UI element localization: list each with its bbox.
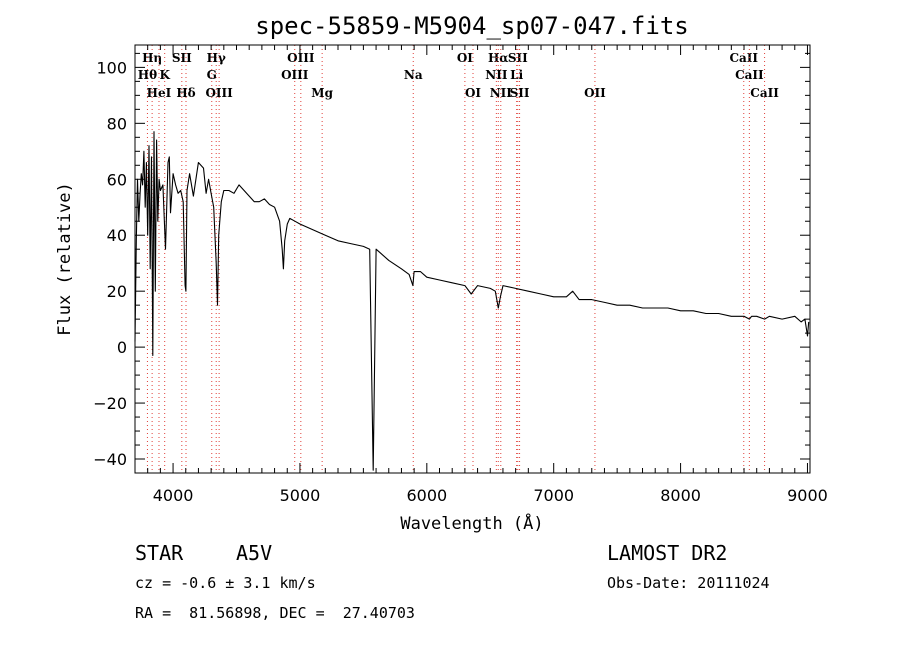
spectral-line-label: OI xyxy=(465,86,481,100)
y-tick-label: 60 xyxy=(107,170,127,189)
y-tick-label: 100 xyxy=(96,58,127,77)
spectral-line-label: Hθ xyxy=(138,68,157,82)
x-tick-label: 5000 xyxy=(280,486,321,505)
axes-group: 4000 5000 6000 7000 8000 9000 −40 −20 0 20 40 60 80 1… xyxy=(93,44,828,505)
spectral-line-label: Hγ xyxy=(207,51,226,65)
spectral-line-label: CaII xyxy=(750,86,779,100)
spectrum-trace xyxy=(134,131,810,471)
spectral-line-label: Hδ xyxy=(176,86,195,100)
x-tick-label: 8000 xyxy=(660,486,701,505)
x-tick-label: 7000 xyxy=(533,486,574,505)
spectral-line-label: SII xyxy=(510,86,530,100)
spectral-line-label: SII xyxy=(508,51,528,65)
spectral-line-label: Hα xyxy=(488,51,509,65)
spectral-line-label: Na xyxy=(404,68,423,82)
y-axis-label: Flux (relative) xyxy=(55,182,75,336)
spectral-line-label: CaII xyxy=(729,51,758,65)
spectral-line-label: OIII xyxy=(287,51,315,65)
survey-name: LAMOST DR2 xyxy=(607,541,728,565)
x-axis-label: Wavelength (Å) xyxy=(400,512,543,534)
observation-date: Obs-Date: 20111024 xyxy=(607,574,770,592)
y-tick-label: −40 xyxy=(93,450,127,469)
spectral-line-label: OI xyxy=(457,51,473,65)
spectral-line-label: OIII xyxy=(281,68,309,82)
spectral-line-label: G xyxy=(207,68,217,82)
spectral-line-label: Li xyxy=(510,68,523,82)
y-tick-label: 80 xyxy=(107,114,127,133)
y-tick-label: −20 xyxy=(93,394,127,413)
spectral-subclass: A5V xyxy=(236,541,273,565)
spectral-line-label: SII xyxy=(172,51,192,65)
spectrum-trace-group xyxy=(134,131,810,471)
spectral-line-label: K xyxy=(159,68,170,82)
plot-frame xyxy=(134,44,811,474)
x-tick-label: 4000 xyxy=(153,486,194,505)
spectral-line-label: OIII xyxy=(205,86,233,100)
spectral-line-label: Mg xyxy=(311,86,333,100)
y-tick-label: 0 xyxy=(117,338,127,357)
spectral-line-label: HeI xyxy=(147,86,172,100)
spectral-line-label: NII xyxy=(485,68,508,82)
spectral-line-label: OII xyxy=(584,86,606,100)
redshift-cz: cz = -0.6 ± 3.1 km/s xyxy=(135,574,316,592)
spectral-line-label: NII xyxy=(490,86,513,100)
sky-coordinates: RA = 81.56898, DEC = 27.40703 xyxy=(135,604,415,622)
y-tick-label: 20 xyxy=(107,282,127,301)
spectral-line-label: CaII xyxy=(735,68,764,82)
chart-title: spec-55859-M5904_sp07-047.fits xyxy=(255,12,688,40)
y-tick-label: 40 xyxy=(107,226,127,245)
star-class: STAR xyxy=(135,541,184,565)
x-tick-label: 6000 xyxy=(406,486,447,505)
x-tick-label: 9000 xyxy=(787,486,828,505)
